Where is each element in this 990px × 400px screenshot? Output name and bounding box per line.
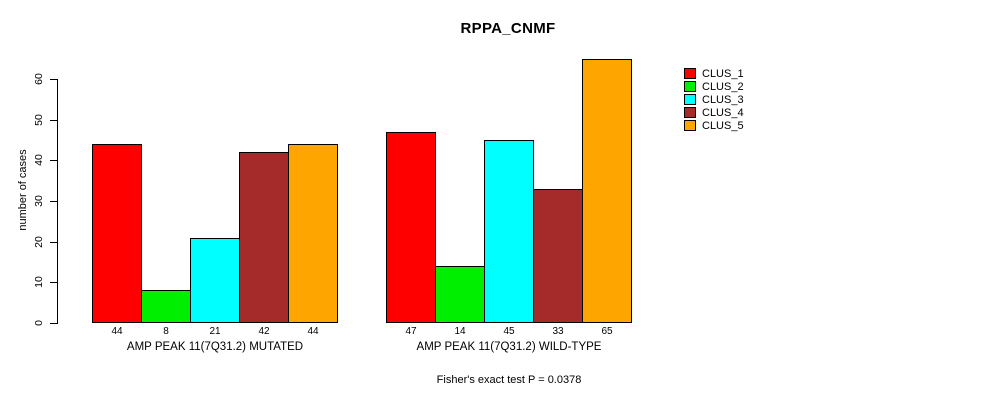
bar-CLUS_5-group1 — [288, 144, 338, 323]
bar-CLUS_2-group1 — [141, 290, 191, 323]
y-tick-label: 40 — [33, 154, 45, 166]
legend-label: CLUS_1 — [702, 67, 744, 80]
y-tick — [50, 201, 57, 202]
y-tick — [50, 323, 57, 324]
y-tick — [50, 120, 57, 121]
y-tick-label: 0 — [33, 320, 45, 326]
group-label-2: AMP PEAK 11(7Q31.2) WILD-TYPE — [416, 341, 602, 353]
bar-CLUS_3-group2 — [484, 140, 534, 323]
legend-swatch-icon — [684, 107, 696, 118]
bar-value-label: 33 — [552, 326, 564, 337]
y-axis-label: number of cases — [17, 149, 29, 231]
footnote: Fisher's exact test P = 0.0378 — [436, 374, 582, 386]
chart-title: RPPA_CNMF — [460, 20, 556, 37]
bar-CLUS_1-group1 — [92, 144, 142, 323]
bar-value-label: 47 — [405, 326, 417, 337]
bar-CLUS_3-group1 — [190, 238, 240, 323]
legend-label: CLUS_4 — [702, 106, 744, 119]
bar-CLUS_5-group2 — [582, 59, 632, 323]
y-tick — [50, 79, 57, 80]
bar-value-label: 8 — [163, 326, 169, 337]
bar-CLUS_4-group1 — [239, 152, 289, 323]
group-label-1: AMP PEAK 11(7Q31.2) MUTATED — [126, 341, 304, 353]
bar-CLUS_1-group2 — [386, 132, 436, 323]
y-tick — [50, 160, 57, 161]
bar-CLUS_2-group2 — [435, 266, 485, 323]
bar-value-label: 42 — [258, 326, 270, 337]
bar-value-label: 21 — [209, 326, 221, 337]
bar-value-label: 65 — [601, 326, 613, 337]
legend-item-CLUS_3: CLUS_3 — [684, 93, 744, 106]
bar-value-label: 14 — [454, 326, 466, 337]
y-tick-label: 50 — [33, 114, 45, 126]
y-tick — [50, 282, 57, 283]
legend-item-CLUS_2: CLUS_2 — [684, 80, 744, 93]
legend-swatch-icon — [684, 68, 696, 79]
y-tick-label: 20 — [33, 236, 45, 248]
y-tick-label: 10 — [33, 276, 45, 288]
y-tick — [50, 242, 57, 243]
legend-label: CLUS_2 — [702, 80, 744, 93]
bar-value-label: 45 — [503, 326, 515, 337]
legend-swatch-icon — [684, 94, 696, 105]
legend: CLUS_1 CLUS_2 CLUS_3 CLUS_4 CLUS_5 — [684, 67, 744, 132]
legend-label: CLUS_5 — [702, 119, 744, 132]
legend-swatch-icon — [684, 120, 696, 131]
y-axis-line — [57, 79, 58, 324]
y-tick-label: 30 — [33, 195, 45, 207]
bar-value-label: 44 — [307, 326, 319, 337]
y-tick-label: 60 — [33, 73, 45, 85]
legend-label: CLUS_3 — [702, 93, 744, 106]
legend-item-CLUS_5: CLUS_5 — [684, 119, 744, 132]
bar-CLUS_4-group2 — [533, 189, 583, 323]
legend-item-CLUS_4: CLUS_4 — [684, 106, 744, 119]
legend-item-CLUS_1: CLUS_1 — [684, 67, 744, 80]
bar-value-label: 44 — [111, 326, 123, 337]
legend-swatch-icon — [684, 81, 696, 92]
